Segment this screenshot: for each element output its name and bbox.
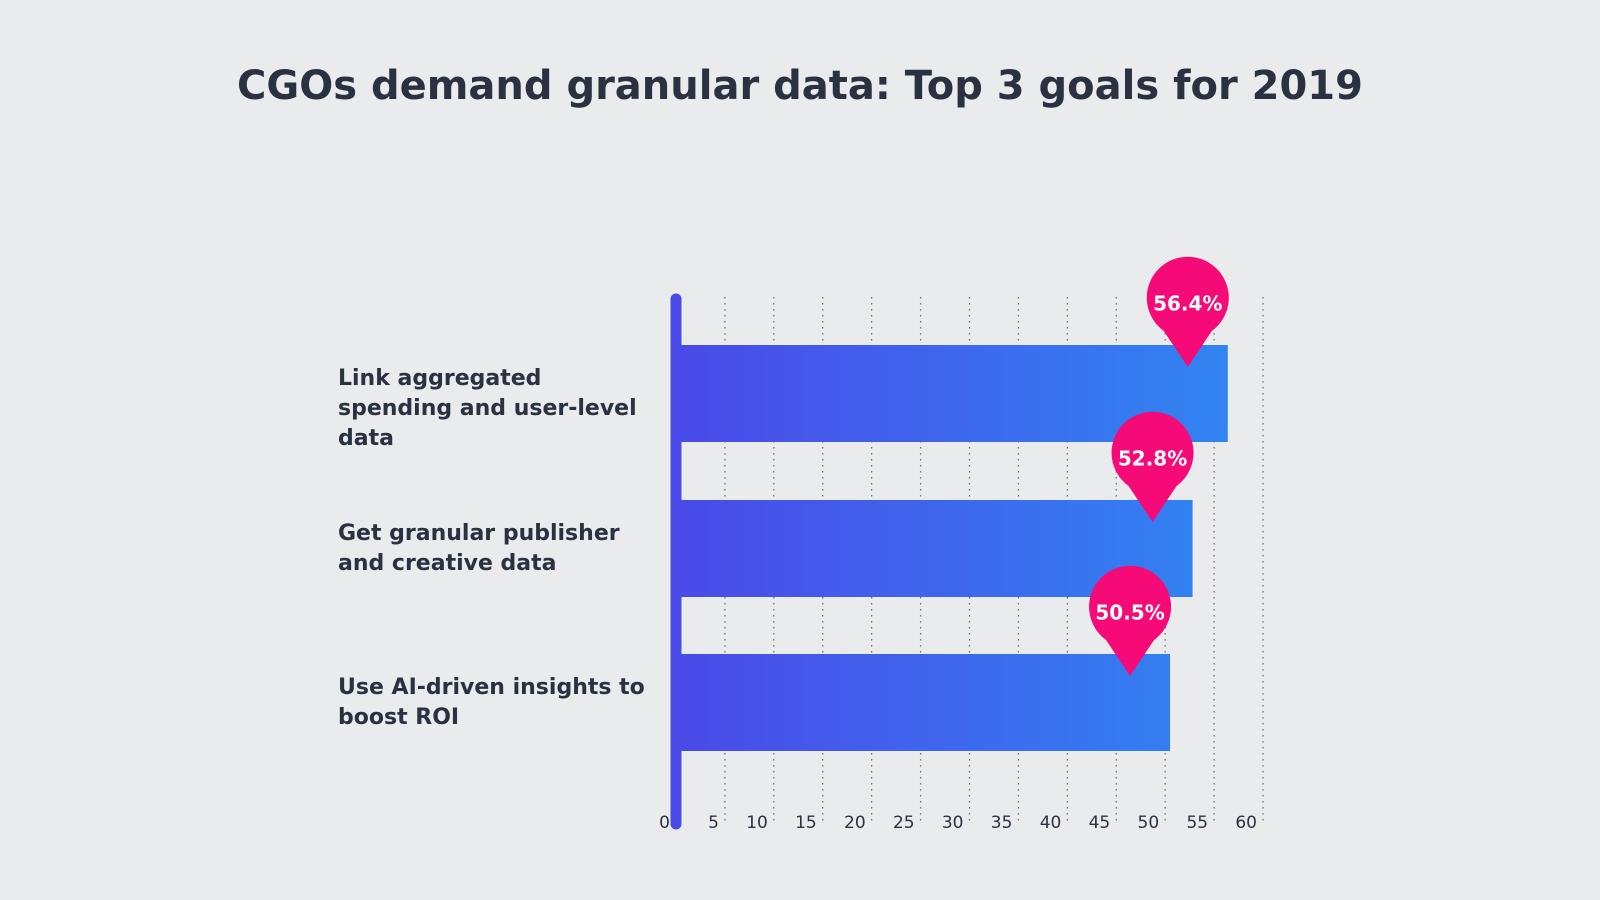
x-tick-label: 35 bbox=[991, 813, 1013, 833]
x-tick-label: 40 bbox=[1040, 813, 1062, 833]
x-tick-label: 5 bbox=[708, 813, 719, 833]
x-tick-label: 30 bbox=[942, 813, 964, 833]
x-tick-label: 60 bbox=[1235, 813, 1257, 833]
bar bbox=[681, 654, 1171, 751]
value-label: 52.8% bbox=[1118, 447, 1187, 471]
chart-title: CGOs demand granular data: Top 3 goals f… bbox=[237, 63, 1363, 109]
value-pin bbox=[1089, 565, 1172, 676]
value-label: 56.4% bbox=[1153, 292, 1222, 316]
category-label: Get granular publisher and creative data bbox=[338, 520, 620, 576]
x-tick-label: 55 bbox=[1186, 813, 1208, 833]
x-tick-label: 0 bbox=[659, 813, 670, 833]
category-label: Use AI-driven insights to boost ROI bbox=[338, 674, 645, 730]
x-tick-label: 45 bbox=[1089, 813, 1111, 833]
x-tick-label: 25 bbox=[893, 813, 915, 833]
x-tick-label: 20 bbox=[844, 813, 866, 833]
value-label: 50.5% bbox=[1095, 601, 1164, 625]
x-tick-label: 15 bbox=[795, 813, 817, 833]
value-pin bbox=[1111, 411, 1194, 522]
value-pin bbox=[1146, 256, 1229, 367]
category-label: Link aggregated spending and user-level … bbox=[338, 365, 637, 451]
x-tick-label: 50 bbox=[1138, 813, 1160, 833]
x-tick-label: 10 bbox=[746, 813, 768, 833]
